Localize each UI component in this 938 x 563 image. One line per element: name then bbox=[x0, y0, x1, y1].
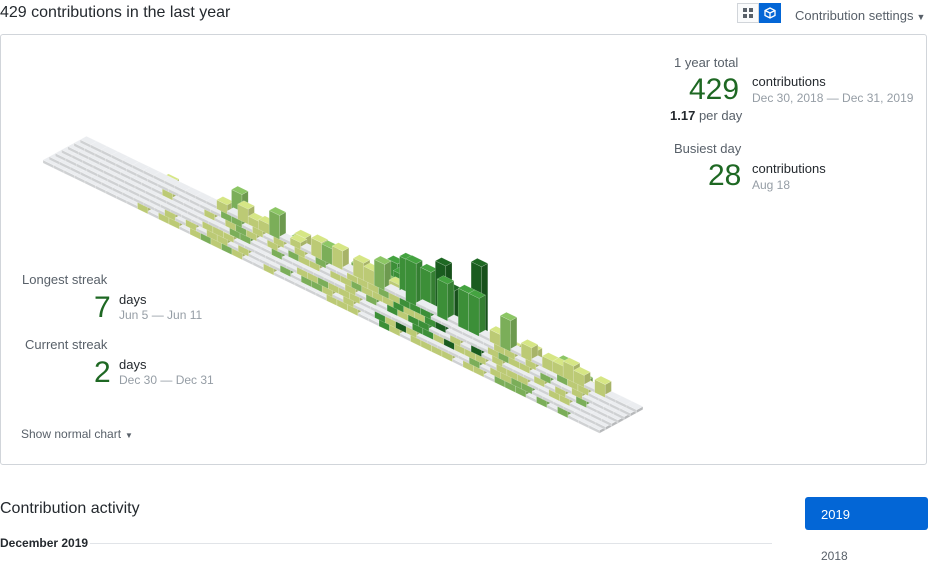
per-day-value: 1.17 bbox=[670, 108, 696, 123]
longest-streak-range: Jun 5 — Jun 11 bbox=[119, 308, 203, 322]
current-streak-count: 2 bbox=[94, 356, 111, 389]
busiest-day-label: Busiest day bbox=[674, 141, 742, 156]
isometric-contribution-panel: 1 year total 429 contributions Dec 30, 2… bbox=[0, 34, 927, 465]
month-divider bbox=[90, 543, 772, 544]
contribution-settings-dropdown[interactable]: Contribution settings ▼ bbox=[795, 8, 925, 23]
year-total-range: Dec 30, 2018 — Dec 31, 2019 bbox=[752, 91, 914, 105]
current-streak-range: Dec 30 — Dec 31 bbox=[119, 373, 214, 387]
view-toggle bbox=[737, 3, 781, 23]
year-2019-button[interactable]: 2019 bbox=[805, 497, 928, 530]
contributions-heading: 429 contributions in the last year bbox=[0, 4, 231, 21]
busiest-day-unit: contributions bbox=[752, 161, 826, 176]
year-total-count: 429 bbox=[689, 73, 740, 106]
longest-streak-count: 7 bbox=[94, 291, 111, 324]
cube-icon bbox=[764, 7, 776, 19]
caret-down-icon: ▼ bbox=[125, 431, 133, 440]
longest-streak-label: Longest streak bbox=[22, 272, 108, 287]
current-streak-label: Current streak bbox=[25, 337, 108, 352]
longest-streak-unit: days bbox=[119, 292, 147, 307]
year-total-label: 1 year total bbox=[674, 55, 739, 70]
show-normal-chart-toggle[interactable]: Show normal chart ▼ bbox=[21, 427, 133, 441]
show-normal-chart-label: Show normal chart bbox=[21, 427, 122, 441]
activity-month-label: December 2019 bbox=[0, 536, 89, 550]
year-total-unit: contributions bbox=[752, 74, 826, 89]
caret-down-icon: ▼ bbox=[916, 12, 926, 22]
grid-view-button[interactable] bbox=[737, 3, 759, 23]
busiest-day-date: Aug 18 bbox=[752, 178, 791, 192]
busiest-day-count: 28 bbox=[708, 159, 742, 192]
contribution-settings-label: Contribution settings bbox=[795, 8, 914, 23]
isometric-view-button[interactable] bbox=[759, 3, 781, 23]
current-streak-unit: days bbox=[119, 357, 147, 372]
contribution-activity-title: Contribution activity bbox=[0, 500, 140, 517]
year-2018-link[interactable]: 2018 bbox=[821, 549, 848, 563]
per-day-average: 1.17 per day bbox=[670, 108, 742, 123]
per-day-suffix: per day bbox=[698, 108, 743, 123]
isometric-calendar bbox=[42, 135, 644, 434]
grid-icon bbox=[743, 8, 753, 18]
